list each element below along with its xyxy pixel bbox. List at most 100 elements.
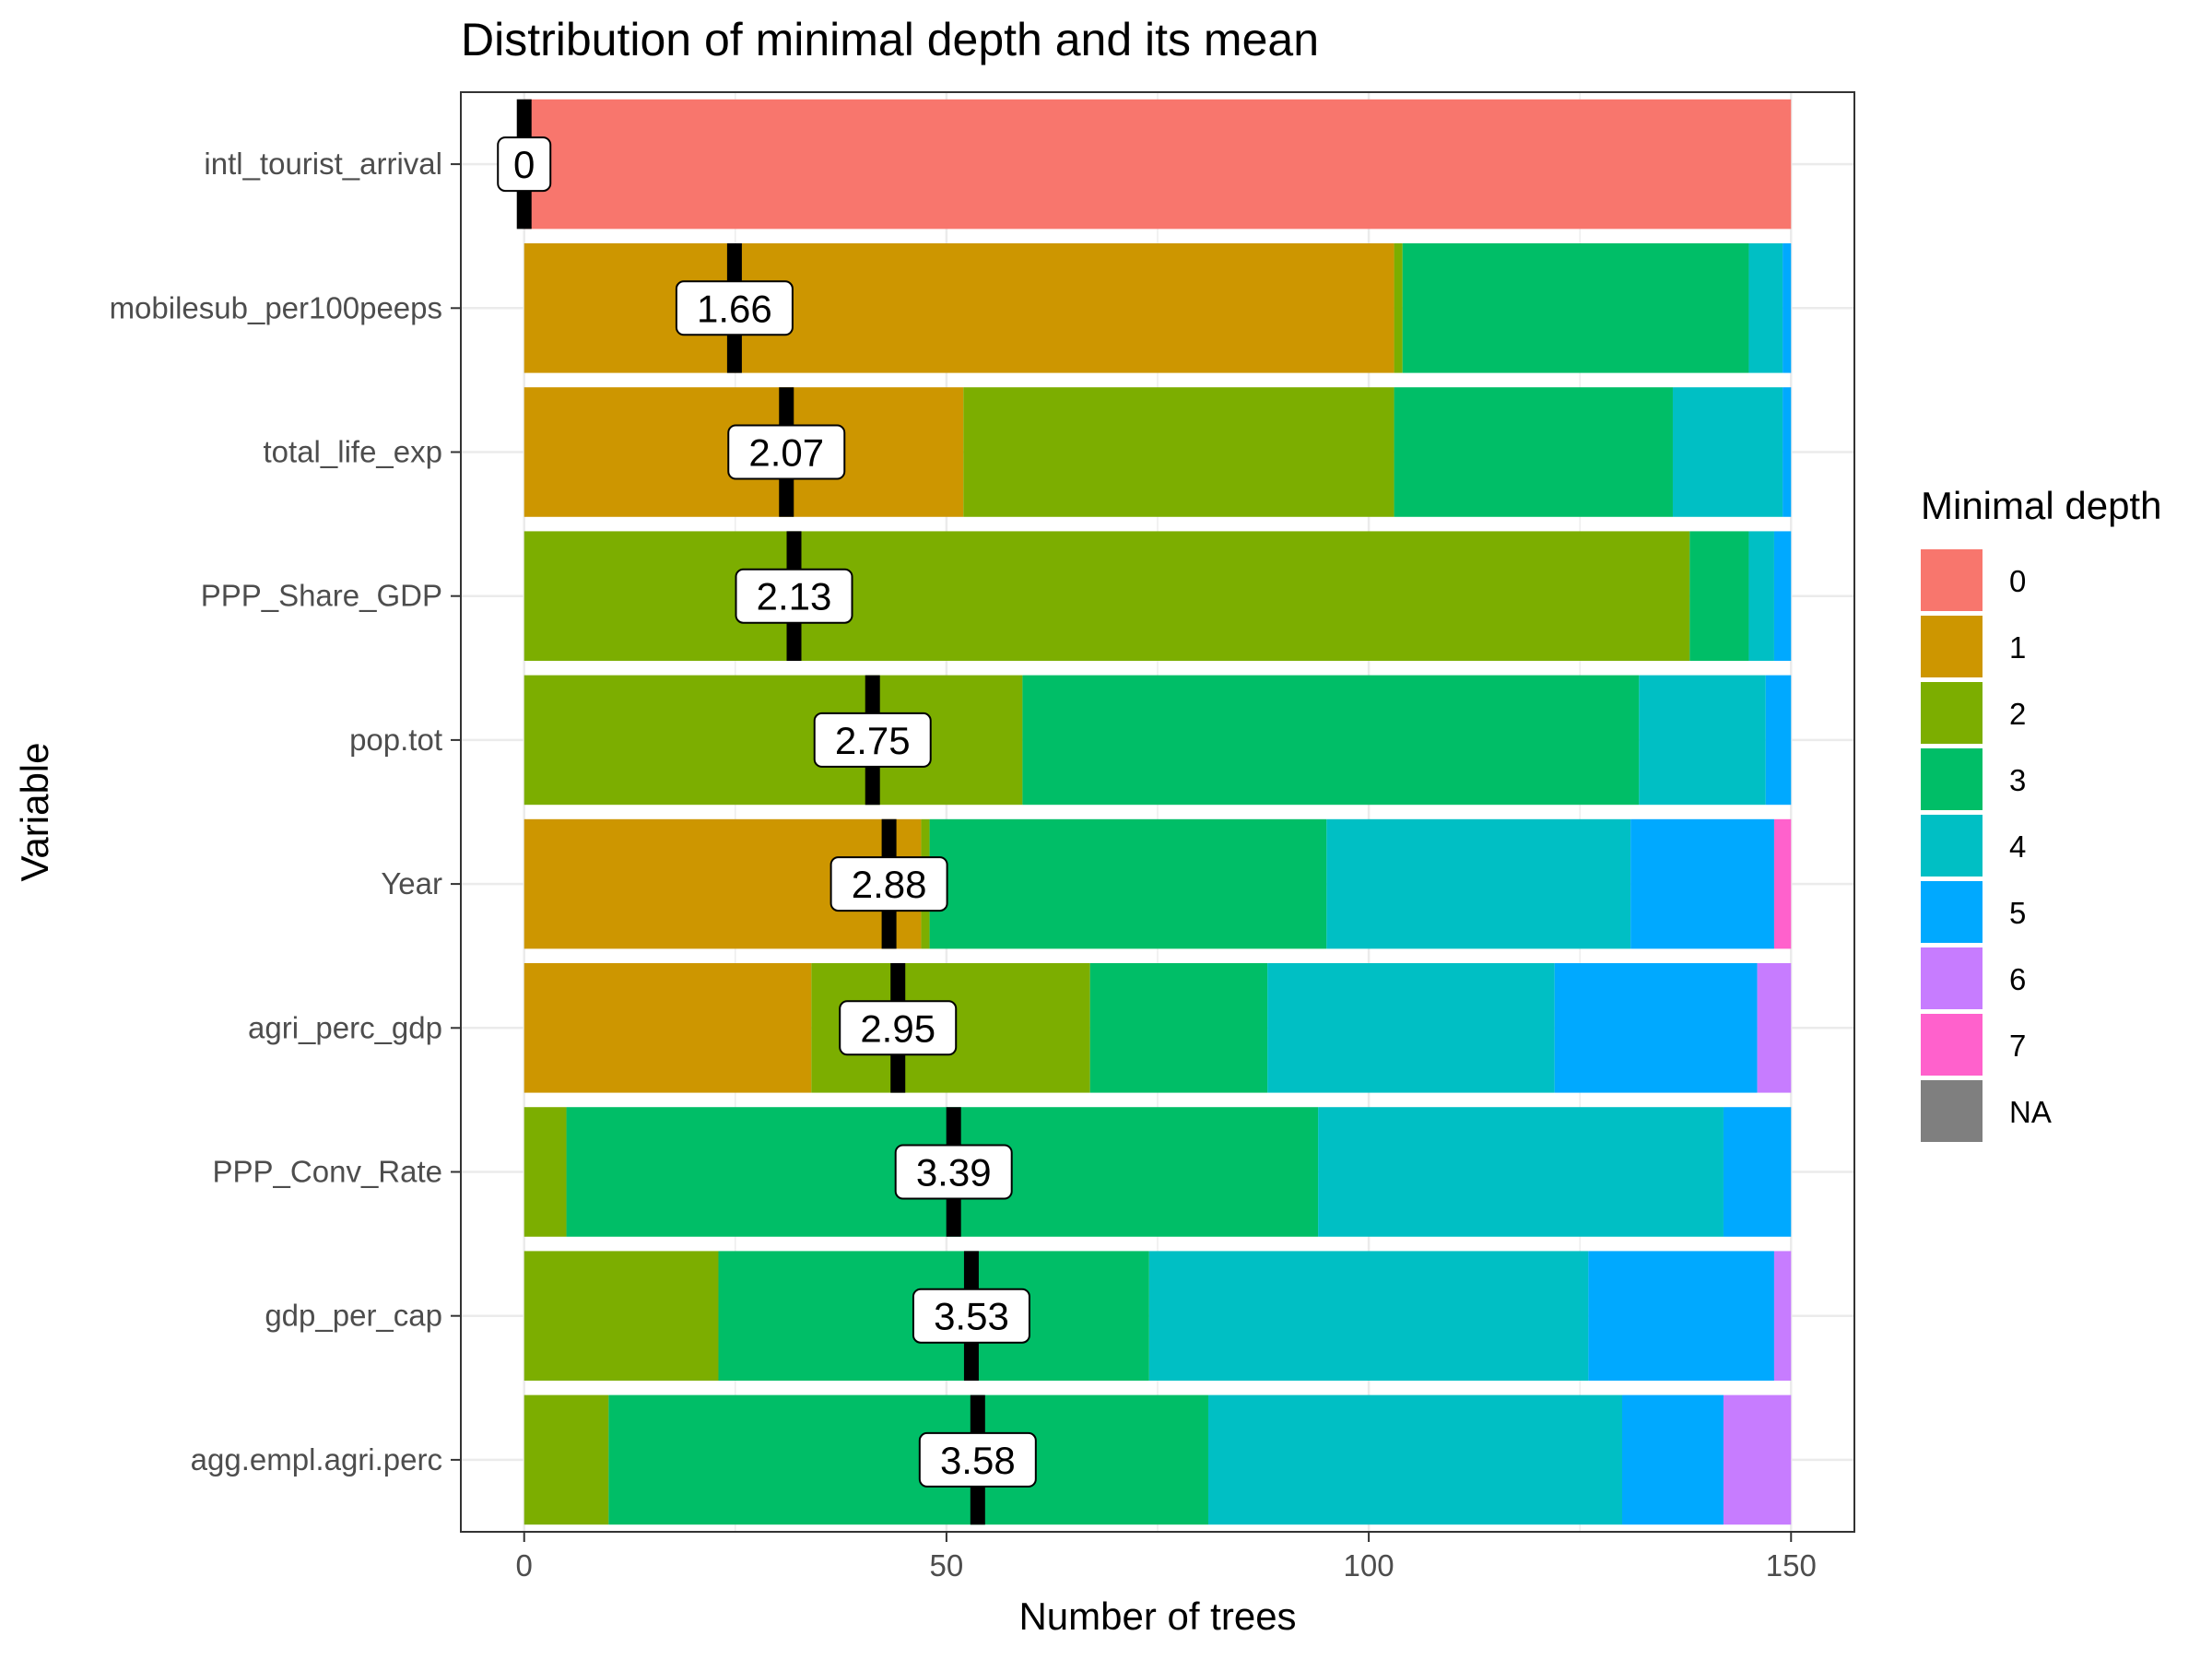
bar-segment-depth-5 bbox=[1554, 963, 1758, 1093]
mean-label-box bbox=[735, 568, 853, 624]
bar-segment-depth-5 bbox=[1783, 387, 1792, 517]
mean-label-box bbox=[830, 856, 948, 912]
mean-label: 1.66 bbox=[697, 287, 772, 330]
mean-label: 2.07 bbox=[748, 431, 824, 475]
plot-panel-border bbox=[460, 91, 1855, 1533]
y-tick-label: agri_perc_gdp bbox=[248, 1010, 442, 1044]
y-tick-label: total_life_exp bbox=[264, 435, 442, 469]
bar-segment-depth-6 bbox=[1757, 963, 1792, 1093]
bar-segment-depth-3 bbox=[1089, 963, 1268, 1093]
mean-label-box bbox=[918, 1431, 1037, 1488]
y-tick-label: PPP_Share_GDP bbox=[201, 579, 442, 613]
mean-label: 0 bbox=[513, 143, 535, 186]
y-tick-label: pop.tot bbox=[349, 723, 442, 757]
bar-segment-depth-3 bbox=[1689, 531, 1749, 661]
bar-segment-depth-6 bbox=[1723, 1394, 1792, 1525]
mean-markers: 0 1.66 2.07 2.13 2.75 2.88 2.95 3.39 3.53 3.58 bbox=[497, 99, 1037, 1525]
bar-segment-depth-3 bbox=[1402, 243, 1749, 373]
mean-label-box bbox=[839, 1000, 958, 1056]
bar-segment-depth-2 bbox=[524, 531, 1690, 661]
bar-segment-depth-0 bbox=[524, 99, 1792, 229]
mean-label-box bbox=[894, 1144, 1013, 1200]
y-tick-label: gdp_per_cap bbox=[265, 1299, 442, 1333]
y-tick-label: Year bbox=[381, 866, 442, 900]
bar-segment-depth-2 bbox=[524, 1107, 567, 1237]
bar-segment-depth-5 bbox=[1773, 531, 1792, 661]
mean-label-box bbox=[675, 280, 794, 336]
y-axis: intl_tourist_arrival mobilesub_per100peep… bbox=[110, 147, 461, 1477]
mean-label: 3.39 bbox=[916, 1151, 992, 1194]
bar-segment-depth-4 bbox=[1672, 387, 1783, 517]
mean-label: 3.58 bbox=[940, 1439, 1016, 1482]
bar-segment-depth-5 bbox=[1723, 1107, 1792, 1237]
legend-label: 6 bbox=[2009, 962, 2026, 996]
legend-key-7 bbox=[1921, 1014, 1983, 1076]
legend-key-0 bbox=[1921, 549, 1983, 611]
mean-label-box bbox=[813, 712, 932, 768]
y-axis-title: Variable bbox=[13, 743, 56, 882]
bar-segment-depth-4 bbox=[1748, 243, 1783, 373]
bar-segment-depth-2 bbox=[524, 1394, 609, 1525]
bar-segment-depth-3 bbox=[1022, 675, 1640, 806]
bar-segment-depth-4 bbox=[1318, 1107, 1724, 1237]
legend-key-2 bbox=[1921, 682, 1983, 744]
mean-label-box bbox=[497, 136, 552, 193]
bar-segment-depth-3 bbox=[1394, 387, 1673, 517]
y-tick-label: mobilesub_per100peeps bbox=[110, 290, 442, 324]
x-tick-label: 50 bbox=[930, 1548, 964, 1583]
bar-segment-depth-3 bbox=[608, 1394, 1208, 1525]
bar-segment-depth-5 bbox=[1630, 818, 1774, 949]
mean-label-box bbox=[912, 1288, 1030, 1344]
mean-label: 2.95 bbox=[860, 1006, 935, 1050]
legend-label: 1 bbox=[2009, 630, 2026, 665]
legend-label: NA bbox=[2009, 1095, 2052, 1129]
bar-segment-depth-4 bbox=[1267, 963, 1555, 1093]
legend: Minimal depth 0 1 2 3 4 5 6 7 NA bbox=[1921, 484, 2161, 1142]
legend-key-NA bbox=[1921, 1080, 1983, 1142]
y-tick-label: agg.empl.agri.perc bbox=[191, 1442, 442, 1477]
mean-label: 3.53 bbox=[934, 1295, 1009, 1338]
legend-label: 4 bbox=[2009, 830, 2026, 864]
bar-segment-depth-2 bbox=[1394, 243, 1403, 373]
legend-label: 7 bbox=[2009, 1029, 2026, 1063]
x-tick-label: 0 bbox=[516, 1548, 533, 1583]
legend-key-5 bbox=[1921, 881, 1983, 943]
x-axis: 0 50 100 150 bbox=[516, 1532, 1817, 1583]
bar-segment-depth-6 bbox=[1773, 1251, 1792, 1381]
bar-segment-depth-2 bbox=[524, 1251, 719, 1381]
legend-label: 2 bbox=[2009, 697, 2026, 731]
bar-segment-depth-4 bbox=[1207, 1394, 1622, 1525]
legend-title: Minimal depth bbox=[1921, 484, 2161, 527]
x-tick-label: 100 bbox=[1344, 1548, 1394, 1583]
mean-label: 2.13 bbox=[757, 575, 832, 618]
y-tick-label: intl_tourist_arrival bbox=[204, 147, 442, 181]
legend-label: 3 bbox=[2009, 763, 2026, 797]
bar-segment-depth-1 bbox=[524, 963, 812, 1093]
bar-segments bbox=[524, 99, 1792, 1525]
bar-segment-depth-2 bbox=[963, 387, 1394, 517]
legend-key-1 bbox=[1921, 616, 1983, 677]
bar-segment-depth-4 bbox=[1639, 675, 1766, 806]
bar-segment-depth-4 bbox=[1748, 531, 1774, 661]
x-tick-label: 150 bbox=[1766, 1548, 1817, 1583]
legend-label: 5 bbox=[2009, 896, 2026, 930]
legend-key-3 bbox=[1921, 748, 1983, 810]
bar-segment-depth-5 bbox=[1765, 675, 1792, 806]
x-axis-title: Number of trees bbox=[1018, 1594, 1296, 1638]
mean-label-box bbox=[727, 424, 846, 480]
bar-segment-depth-3 bbox=[929, 818, 1327, 949]
bar-segment-depth-5 bbox=[1588, 1251, 1774, 1381]
bar-segment-depth-5 bbox=[1783, 243, 1792, 373]
chart-title: Distribution of minimal depth and its me… bbox=[461, 14, 1319, 65]
y-tick-label: PPP_Conv_Rate bbox=[213, 1155, 442, 1189]
mean-label: 2.75 bbox=[835, 719, 911, 762]
legend-label: 0 bbox=[2009, 564, 2026, 598]
bar-segment-depth-4 bbox=[1326, 818, 1631, 949]
bar-segment-depth-2 bbox=[524, 675, 1023, 806]
legend-key-4 bbox=[1921, 815, 1983, 877]
bar-segment-depth-1 bbox=[524, 243, 1394, 373]
mean-label: 2.88 bbox=[852, 863, 927, 906]
legend-key-6 bbox=[1921, 947, 1983, 1009]
bar-segment-depth-7 bbox=[1773, 818, 1792, 949]
